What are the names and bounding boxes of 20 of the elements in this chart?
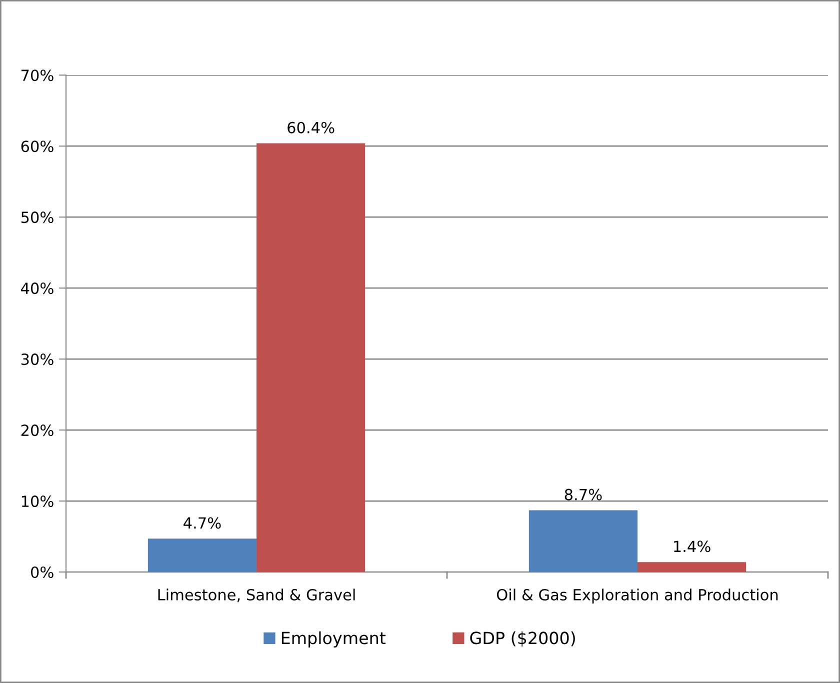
bar (637, 562, 746, 572)
x-tick-label: Limestone, Sand & Gravel (158, 588, 355, 602)
bar (528, 510, 638, 572)
data-label: 8.7% (564, 488, 602, 500)
data-label: 4.7% (184, 517, 221, 529)
y-tick-label: 40% (21, 282, 54, 294)
x-tick-label: Oil & Gas Exploration and Production (496, 588, 778, 604)
bar (148, 538, 257, 572)
data-label: 60.4% (288, 122, 334, 134)
y-tick-label: 60% (21, 140, 54, 152)
bar (256, 143, 366, 572)
y-tick-label: 30% (21, 354, 54, 366)
y-tick-label: 10% (22, 495, 54, 508)
y-tick-label: 70% (22, 70, 54, 82)
y-tick-label: 50% (21, 212, 54, 224)
legend-label: GDP ($2000) (470, 631, 575, 646)
data-label: 1.4% (674, 540, 710, 552)
y-tick-label: 0% (30, 566, 54, 578)
y-tick-label: 20% (21, 424, 54, 436)
legend-label: Employment (282, 631, 386, 648)
